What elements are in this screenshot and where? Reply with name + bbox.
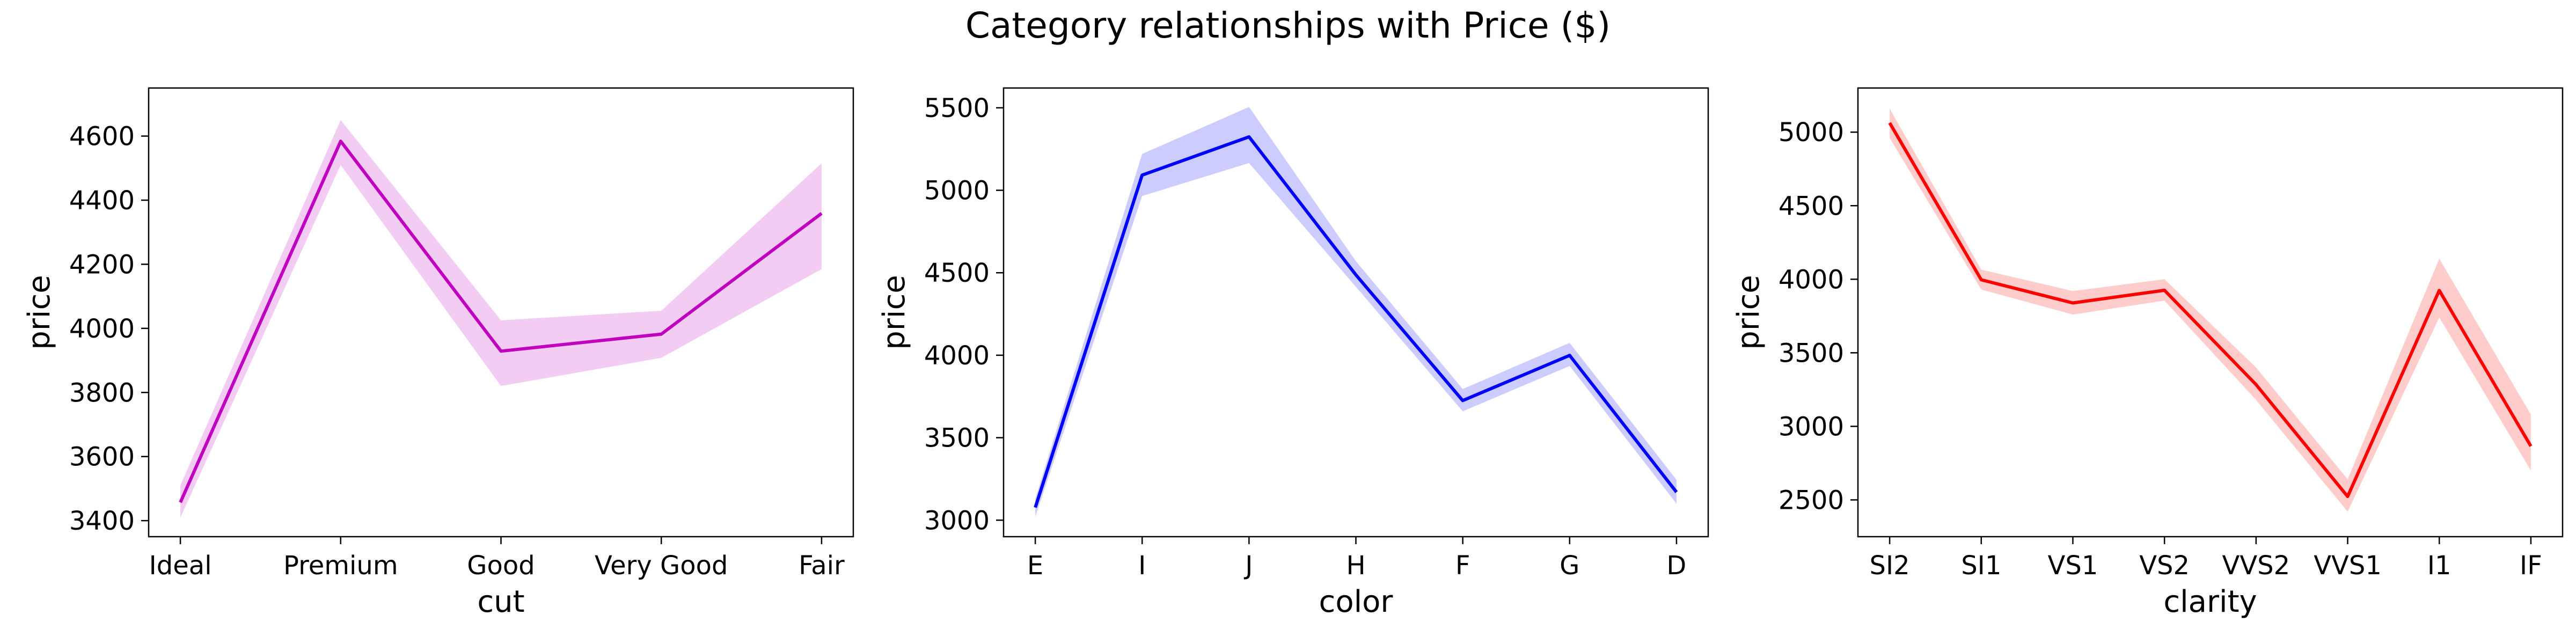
data-point: [500, 349, 503, 353]
x-tick-label: Ideal: [149, 551, 212, 581]
y-tick-label: 3000: [924, 506, 990, 536]
y-tick-label: 5000: [924, 176, 990, 206]
x-axis-label: cut: [477, 584, 524, 619]
x-tick-label: VS1: [2048, 551, 2098, 581]
y-tick-label: 5500: [924, 93, 990, 123]
data-point: [2255, 383, 2258, 386]
data-point: [2346, 495, 2350, 498]
data-point: [1568, 354, 1571, 357]
data-point: [1461, 399, 1465, 402]
x-tick-label: Fair: [799, 551, 845, 581]
x-tick-label: J: [1243, 551, 1253, 581]
x-axis-label: color: [1319, 584, 1394, 619]
series-line: [1888, 122, 2533, 499]
data-point: [1140, 173, 1144, 177]
y-tick-label: 3800: [69, 378, 135, 408]
x-tick-label: VVS2: [2222, 551, 2290, 581]
x-tick-label: VVS1: [2314, 551, 2382, 581]
data-point: [1675, 491, 1678, 494]
x-tick-label: IF: [2520, 551, 2542, 581]
x-tick-label: G: [1560, 551, 1579, 581]
y-tick-label: 4400: [69, 186, 135, 216]
x-tick-label: SI2: [1869, 551, 1909, 581]
y-axis-label: price: [22, 275, 57, 349]
data-point: [1980, 278, 1983, 281]
data-point: [2071, 301, 2074, 304]
data-point: [1247, 135, 1250, 138]
confidence-band: [1890, 108, 2531, 512]
data-point: [2163, 289, 2166, 292]
x-tick-label: F: [1455, 551, 1470, 581]
x-tick-label: Very Good: [595, 551, 728, 581]
data-point: [1888, 121, 1891, 125]
data-point: [820, 211, 823, 215]
x-tick-label: SI1: [1961, 551, 2001, 581]
y-tick-label: 3500: [1779, 338, 1844, 368]
y-tick-label: 4500: [1779, 191, 1844, 221]
data-point: [660, 333, 663, 336]
subplot-1: Ideal Premium Good Very Good Fair 3400 3600 380…: [22, 87, 854, 619]
y-tick-label: 3000: [1779, 412, 1844, 442]
confidence-band: [1035, 107, 1677, 517]
x-tick-label: VS2: [2139, 551, 2190, 581]
x-tick-label: Good: [467, 551, 535, 581]
x-tick-label: E: [1027, 551, 1043, 581]
y-tick-label: 3500: [924, 423, 990, 453]
series-line: [1034, 135, 1678, 508]
x-tick-label: Premium: [283, 551, 398, 581]
plot-frame: [1857, 87, 2564, 538]
series-line: [179, 140, 823, 503]
x-tick-label: H: [1346, 551, 1365, 581]
x-axis-label: clarity: [2163, 584, 2257, 619]
confidence-band: [180, 120, 822, 518]
subplot-3: SI2 SI1 VS1 VS2 VVS2 VVS1 I1 IF 2500 3000 3500 4000…: [1731, 87, 2564, 619]
x-tick-label: I: [1138, 551, 1146, 581]
y-tick-label: 4000: [1779, 265, 1844, 295]
y-tick-label: 2500: [1779, 485, 1844, 515]
data-point: [2438, 289, 2441, 292]
y-tick-label: 4500: [924, 258, 990, 288]
x-tick-label: D: [1666, 551, 1686, 581]
x-tick-label: I1: [2427, 551, 2451, 581]
y-tick-label: 3600: [69, 442, 135, 472]
y-tick-label: 3400: [69, 506, 135, 536]
data-point: [179, 501, 182, 504]
y-axis-label: price: [1731, 275, 1766, 349]
y-axis-label: price: [877, 275, 912, 349]
figure-title: Category relationships with Price ($): [965, 5, 1611, 46]
y-tick-label: 4600: [69, 122, 135, 152]
y-tick-label: 5000: [1779, 118, 1844, 148]
subplots-container: Ideal Premium Good Very Good Fair 3400 3600 380…: [22, 87, 2564, 619]
plot-frame: [148, 87, 854, 538]
plot-frame: [1002, 87, 1709, 538]
data-point: [2529, 444, 2533, 448]
y-tick-label: 4000: [69, 314, 135, 344]
subplot-2: E I J H F G D 3000 3500 4000 4500 5000 5500 color pric…: [877, 87, 1709, 619]
data-point: [1355, 273, 1358, 276]
y-tick-label: 4000: [924, 341, 990, 371]
data-point: [339, 140, 342, 143]
y-tick-label: 4200: [69, 250, 135, 280]
data-point: [1034, 506, 1037, 509]
